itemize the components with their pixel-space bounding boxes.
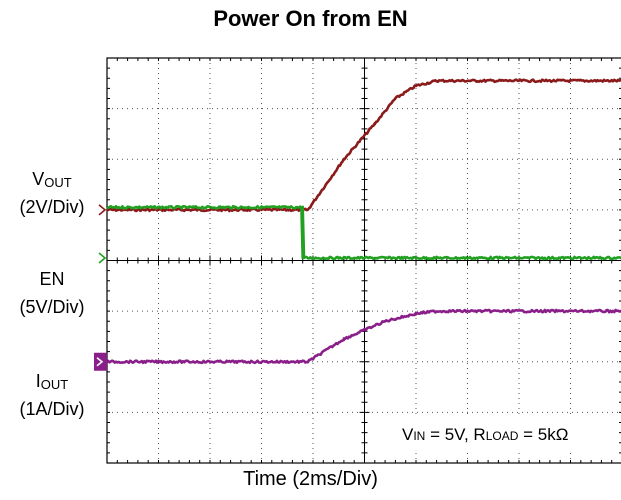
x-axis-label: Time (2ms/Div): [243, 468, 378, 490]
annotation-box: [392, 414, 610, 450]
traces: [106, 78, 621, 365]
chart-title: Power On from EN: [213, 6, 408, 31]
trace-en: [106, 204, 621, 261]
iout-channel-label: IOUT (1A/Div): [0, 368, 104, 422]
vout-name-main: V: [32, 169, 45, 189]
ground-marker-iout: [94, 352, 107, 371]
iout-scale: (1A/Div): [19, 399, 85, 419]
vin-value: = 5V,: [425, 425, 473, 444]
en-name-main: EN: [39, 269, 65, 289]
annotation: VIN = 5V, RLOAD = 5kΩ: [392, 414, 610, 450]
ground-marker-arrow-iout: [96, 357, 104, 367]
iout-name-sub: OUT: [40, 377, 69, 392]
en-name: EN: [0, 266, 104, 294]
rload-sym: R: [473, 425, 485, 444]
en-channel-label: EN (5V/Div): [0, 266, 104, 320]
iout-name-main: I: [35, 371, 41, 391]
channel-markers: [94, 204, 107, 371]
vin-sym: V: [402, 425, 414, 444]
vout-name: VOUT: [0, 166, 104, 194]
ground-marker-vout: [98, 204, 107, 216]
rload-sub: LOAD: [486, 429, 519, 443]
vin-sub: IN: [413, 429, 425, 443]
en-scale: (5V/Div): [19, 297, 85, 317]
iout-name: IOUT: [0, 368, 104, 396]
trace-iout: [106, 308, 621, 365]
annotation-text: VIN = 5V, RLOAD = 5kΩ: [402, 425, 568, 444]
grid: [106, 57, 621, 464]
trace-vout: [106, 78, 621, 213]
vout-name-sub: OUT: [44, 175, 72, 190]
ground-marker-en: [98, 252, 107, 264]
vout-channel-label: VOUT (2V/Div): [0, 166, 104, 220]
rload-value: = 5kΩ: [518, 425, 568, 444]
vout-scale: (2V/Div): [19, 197, 85, 217]
